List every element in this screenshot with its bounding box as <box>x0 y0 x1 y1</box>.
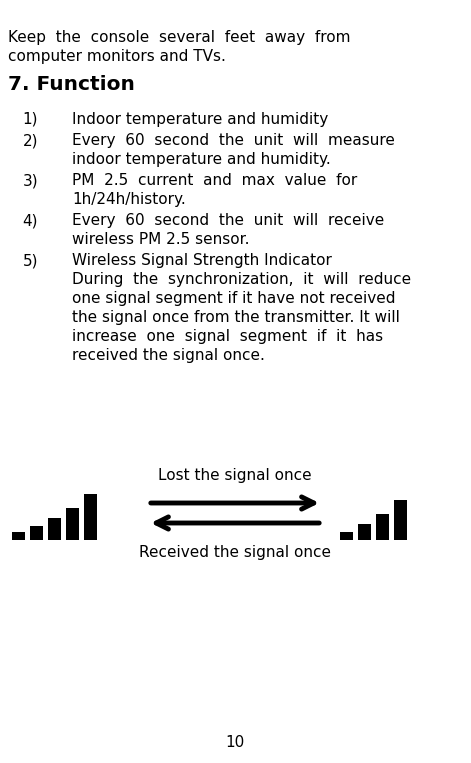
Text: PM  2.5  current  and  max  value  for: PM 2.5 current and max value for <box>72 173 357 188</box>
Text: During  the  synchronization,  it  will  reduce: During the synchronization, it will redu… <box>72 272 411 287</box>
Bar <box>84 494 97 540</box>
Text: the signal once from the transmitter. It will: the signal once from the transmitter. It… <box>72 310 400 325</box>
Text: wireless PM 2.5 sensor.: wireless PM 2.5 sensor. <box>72 232 250 247</box>
Bar <box>12 532 25 540</box>
Bar <box>66 508 79 540</box>
Text: one signal segment if it have not received: one signal segment if it have not receiv… <box>72 291 396 306</box>
Text: increase  one  signal  segment  if  it  has: increase one signal segment if it has <box>72 329 383 344</box>
Text: Lost the signal once: Lost the signal once <box>158 468 312 483</box>
Text: 2): 2) <box>23 133 38 148</box>
Text: 3): 3) <box>23 173 38 188</box>
Text: Instruction  Manual: Instruction Manual <box>300 7 445 20</box>
Text: 4): 4) <box>23 213 38 228</box>
Text: Wireless Signal Strength Indicator: Wireless Signal Strength Indicator <box>72 253 332 268</box>
Bar <box>340 532 353 540</box>
Text: computer monitors and TVs.: computer monitors and TVs. <box>8 49 226 64</box>
Text: Every  60  second  the  unit  will  measure: Every 60 second the unit will measure <box>72 133 395 148</box>
Text: Keep  the  console  several  feet  away  from: Keep the console several feet away from <box>8 30 350 45</box>
Bar <box>358 524 371 540</box>
Bar <box>394 500 407 540</box>
Bar <box>48 518 61 540</box>
Text: 1): 1) <box>23 112 38 127</box>
Text: 1h/24h/history.: 1h/24h/history. <box>72 192 186 207</box>
Text: 5): 5) <box>23 253 38 268</box>
Bar <box>376 514 389 540</box>
Text: Received the signal once: Received the signal once <box>139 545 331 560</box>
Text: Indoor temperature and humidity: Indoor temperature and humidity <box>72 112 328 127</box>
Bar <box>30 526 43 540</box>
Text: indoor temperature and humidity.: indoor temperature and humidity. <box>72 152 331 167</box>
Text: 10: 10 <box>226 735 244 750</box>
Text: 7. Function: 7. Function <box>8 75 135 94</box>
Text: Every  60  second  the  unit  will  receive: Every 60 second the unit will receive <box>72 213 384 228</box>
Text: received the signal once.: received the signal once. <box>72 348 265 363</box>
